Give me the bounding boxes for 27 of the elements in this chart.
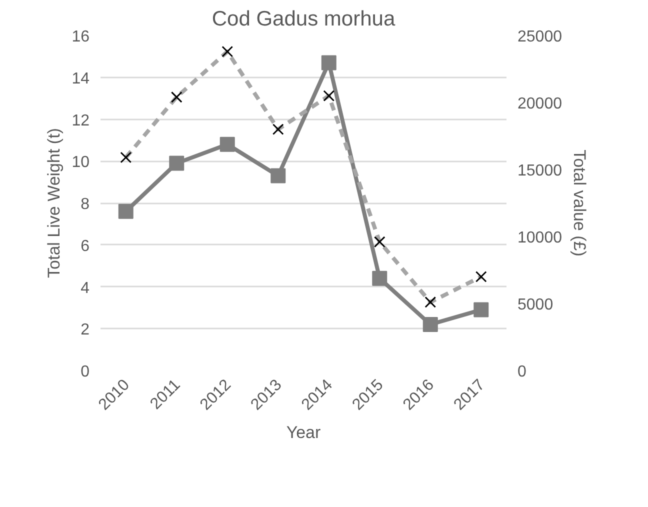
- point: [220, 136, 235, 152]
- y2-tick-label: 10000: [518, 230, 562, 246]
- y-tick-label: 14: [72, 70, 90, 88]
- point: [270, 168, 286, 184]
- y-tick-label: 12: [72, 112, 90, 130]
- point: [474, 302, 489, 318]
- chart-title: Cod Gadus morhua: [212, 8, 396, 30]
- y2-tick-label: 5000: [518, 296, 554, 314]
- point: [169, 156, 184, 171]
- y-tick-label: 8: [80, 196, 90, 213]
- y-tick-label: 2: [80, 322, 90, 339]
- y-tick-label: 10: [72, 154, 90, 172]
- y-tick-label: 4: [80, 280, 90, 297]
- y-tick-label: 16: [72, 28, 90, 46]
- point: [118, 204, 134, 219]
- y-tick-label: 6: [80, 238, 90, 255]
- point: [321, 55, 336, 70]
- x-axis-title: Year: [286, 423, 322, 442]
- y2-axis-title: Total value (£): [570, 150, 589, 256]
- y2-tick-label: 0: [518, 364, 526, 380]
- y2-tick-label: 25000: [518, 28, 562, 46]
- y2-tick-label: 15000: [518, 162, 562, 180]
- point: [372, 270, 388, 286]
- y2-tick-label: 20000: [518, 96, 562, 112]
- point: [422, 316, 438, 332]
- y-tick-label: 0: [80, 364, 90, 380]
- y-axis-title: Total Live Weight (t): [44, 128, 64, 278]
